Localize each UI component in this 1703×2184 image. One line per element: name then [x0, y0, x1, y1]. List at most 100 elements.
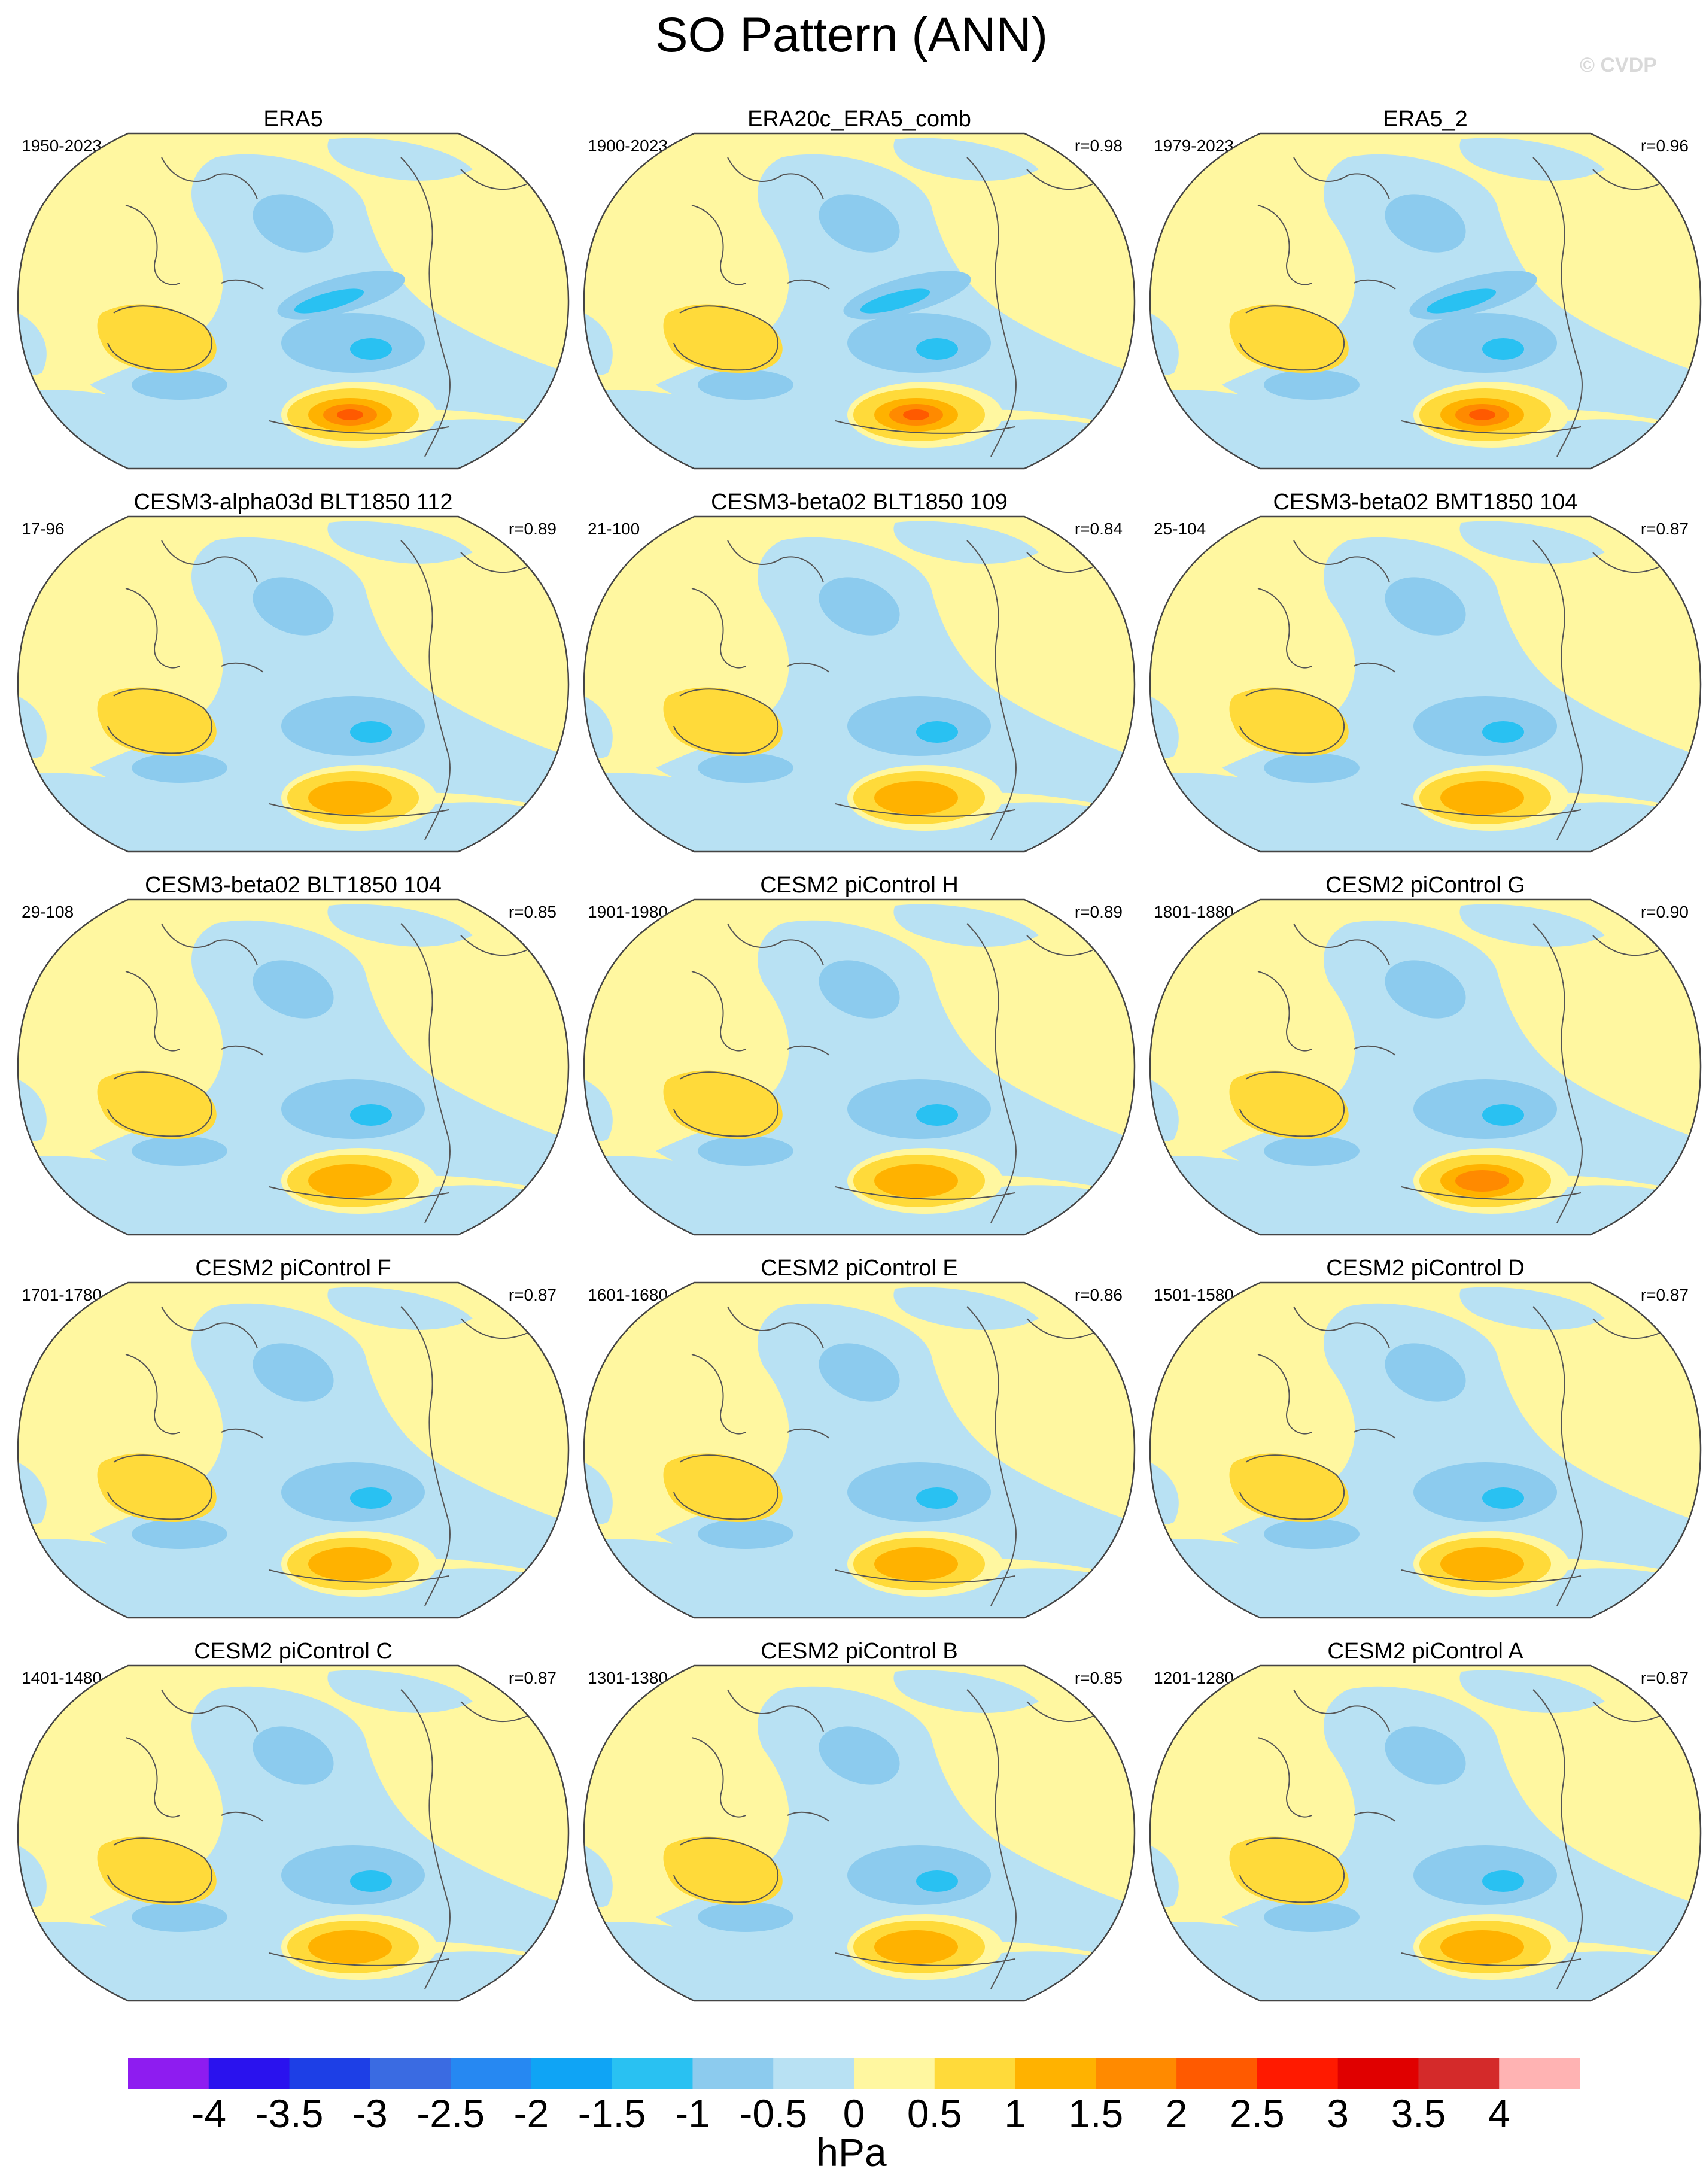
colorbar-swatch	[289, 2058, 370, 2089]
coastline	[835, 420, 1015, 434]
panel-period: 1701-1780	[22, 1286, 102, 1304]
coastline	[1257, 588, 1312, 669]
coastline	[691, 588, 746, 669]
colorbar-swatch	[1257, 2058, 1339, 2089]
panel-period: 1900-2023	[588, 136, 668, 155]
coastline	[1293, 1689, 1390, 1732]
panel-period: 1401-1480	[22, 1669, 102, 1687]
colorbar-swatch	[1499, 2058, 1580, 2089]
coastline	[691, 971, 746, 1052]
panel-correlation: r=0.87	[508, 1669, 556, 1687]
colorbar-tick-label: 3.5	[1391, 2091, 1446, 2136]
colorbar-tick-label: 0	[843, 2091, 865, 2136]
panel-correlation: r=0.89	[1074, 903, 1123, 921]
colorbar-tick-label: -3.5	[255, 2091, 324, 2136]
coastline	[691, 1354, 746, 1435]
colorbar-tick-label: -3	[352, 2091, 388, 2136]
map-panel: CESM3-beta02 BLT1850 104 29-108 r=0.85	[12, 873, 574, 1256]
coastline	[269, 1952, 449, 1966]
colorbar-swatch	[208, 2058, 290, 2089]
coastline	[727, 1306, 824, 1349]
panel-title: CESM3-beta02 BLT1850 104	[145, 873, 442, 898]
coastline	[161, 1306, 258, 1349]
coastline	[787, 1428, 830, 1439]
coastline	[835, 803, 1015, 817]
colorbar-tick-label: -2.5	[416, 2091, 485, 2136]
panel-period: 1201-1280	[1154, 1669, 1234, 1687]
coastline	[269, 1186, 449, 1200]
colorbar-swatch	[773, 2058, 854, 2089]
panel-title: CESM2 piControl C	[194, 1639, 393, 1664]
coastline	[460, 935, 533, 956]
coastline	[966, 157, 1017, 457]
coastline	[107, 1454, 213, 1520]
panel-correlation: r=0.86	[1074, 1286, 1123, 1304]
panel-title: ERA20c_ERA5_comb	[747, 107, 971, 132]
coastline	[727, 540, 824, 583]
coastline	[1353, 662, 1396, 673]
map-panel: ERA20c_ERA5_comb 1900-2023 r=0.98	[578, 107, 1141, 490]
rounded-globe-map-icon	[17, 1281, 570, 1619]
panel-title: CESM3-beta02 BLT1850 109	[711, 490, 1008, 515]
coastline	[966, 1306, 1017, 1606]
coastline	[727, 157, 824, 200]
coastline	[1532, 1689, 1583, 1989]
coastline	[1592, 935, 1665, 956]
panel-period: 1601-1680	[588, 1286, 668, 1304]
coastline	[400, 540, 451, 840]
coastline	[835, 1186, 1015, 1200]
panel-title: CESM2 piControl E	[761, 1256, 958, 1281]
coastline	[460, 169, 533, 190]
coastline	[727, 923, 824, 966]
coastline	[673, 305, 779, 371]
map-panel: CESM2 piControl F 1701-1780 r=0.87	[12, 1256, 574, 1639]
coastline	[221, 1045, 264, 1056]
coastline	[673, 1071, 779, 1137]
coastline	[221, 279, 264, 290]
panel-period: 25-104	[1154, 520, 1206, 538]
colorbar-swatch	[531, 2058, 613, 2089]
map-panel: CESM2 piControl G 1801-1880 r=0.90	[1144, 873, 1703, 1256]
panel-title: CESM2 piControl G	[1325, 873, 1525, 898]
coastline	[161, 923, 258, 966]
colorbar-swatch	[1337, 2058, 1419, 2089]
colorbar-tick-label: 2.5	[1230, 2091, 1285, 2136]
coastline	[460, 1318, 533, 1339]
coastline	[673, 1454, 779, 1520]
coastline	[1239, 1071, 1345, 1137]
colorbar-tick-label: -1	[675, 2091, 710, 2136]
coastline	[1353, 1811, 1396, 1822]
colorbar-tick-label: 1	[1004, 2091, 1026, 2136]
coastline	[1257, 205, 1312, 285]
rounded-globe-map-icon	[1149, 515, 1702, 853]
colorbar: -4 -3.5 -3 -2.5 -2 -1.5 -1 -0.5 0 0.5 1 1.5 2 2.5 3 3.5…	[0, 2035, 1703, 2184]
coastline	[1026, 1701, 1099, 1723]
coastline	[966, 540, 1017, 840]
panel-period: 29-108	[22, 903, 74, 921]
map-panel: CESM2 piControl D 1501-1580 r=0.87	[1144, 1256, 1703, 1639]
coastline	[1592, 1701, 1665, 1723]
panel-correlation: r=0.85	[1074, 1669, 1123, 1687]
coastline	[1532, 157, 1583, 457]
panel-title: CESM2 piControl F	[195, 1256, 391, 1281]
coastline	[727, 1689, 824, 1732]
coastline	[1532, 540, 1583, 840]
rounded-globe-map-icon	[583, 1664, 1136, 2002]
coastline	[1592, 1318, 1665, 1339]
coastline	[1401, 1186, 1582, 1200]
colorbar-swatch	[128, 2058, 209, 2089]
rounded-globe-map-icon	[583, 132, 1136, 470]
coastline	[221, 1428, 264, 1439]
coastline	[1401, 1569, 1582, 1583]
coastline	[1257, 1737, 1312, 1818]
rounded-globe-map-icon	[583, 1281, 1136, 1619]
coastline	[400, 157, 451, 457]
colorbar-swatch	[1015, 2058, 1096, 2089]
rounded-globe-map-icon	[1149, 898, 1702, 1236]
rounded-globe-map-icon	[1149, 1664, 1702, 2002]
colorbar-tick-label: -0.5	[739, 2091, 808, 2136]
panel-title: ERA5	[263, 107, 323, 132]
coastline	[1592, 552, 1665, 573]
panel-correlation: r=0.87	[1640, 1286, 1689, 1304]
coastline	[1293, 157, 1390, 200]
